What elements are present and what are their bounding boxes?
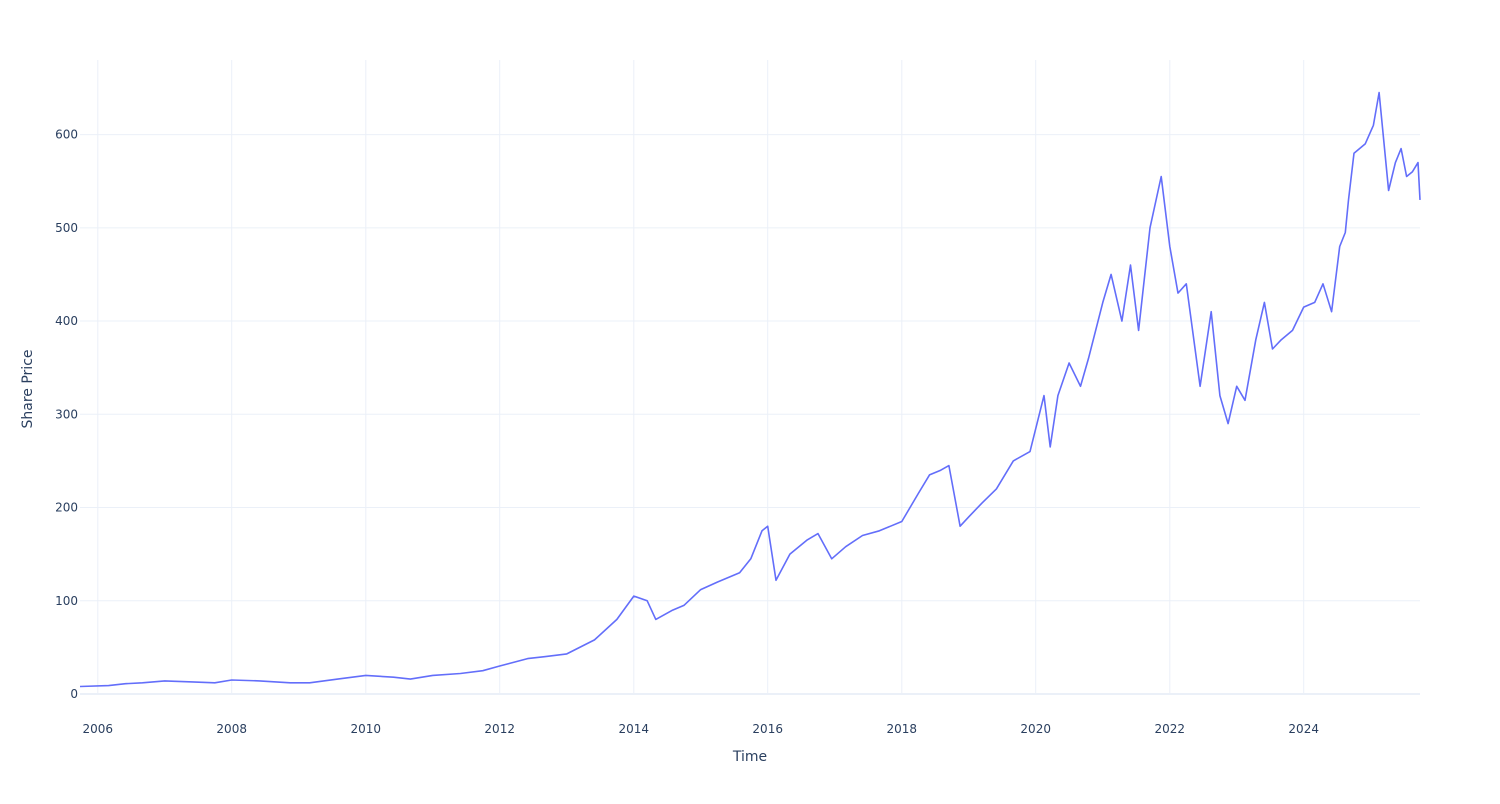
y-tick-label: 600 [55,128,78,142]
y-tick-label: 400 [55,314,78,328]
y-tick-label: 500 [55,221,78,235]
x-tick-label: 2022 [1155,722,1186,736]
y-tick-label: 0 [70,687,78,701]
x-tick-label: 2020 [1020,722,1051,736]
y-tick-label: 300 [55,407,78,421]
y-tick-label: 200 [55,501,78,515]
grid-layer [80,60,1420,695]
tick-labels: 0 100 200 300 400 500 600 2006 2008 2010 2012 2014 2… [55,128,1319,736]
series-line [79,91,1421,688]
y-tick-label: 100 [55,594,78,608]
x-tick-label: 2008 [216,722,247,736]
x-tick-label: 2012 [484,722,515,736]
x-tick-label: 2010 [351,722,382,736]
y-axis-title: Share Price [20,349,36,428]
x-tick-label: 2016 [752,722,783,736]
x-tick-label: 2006 [83,722,114,736]
x-tick-label: 2018 [887,722,918,736]
x-axis-title: Time [732,749,767,765]
series-layer [79,91,1421,688]
x-tick-label: 2024 [1288,722,1319,736]
x-tick-label: 2014 [619,722,650,736]
